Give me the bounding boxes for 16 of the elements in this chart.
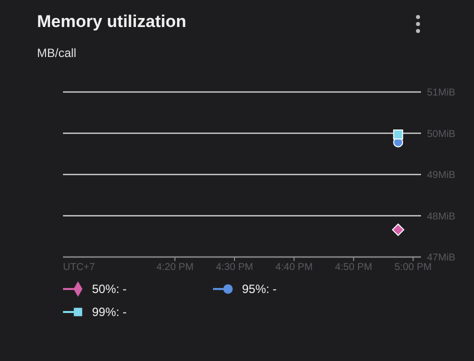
- y-tick-label: 48MiB: [427, 211, 456, 222]
- x-tick-label: 5:00 PM: [394, 262, 432, 273]
- y-tick-label: 51MiB: [427, 88, 456, 98]
- chart-title: Memory utilization: [37, 12, 186, 31]
- y-tick-label: 47MiB: [427, 252, 456, 264]
- y-tick-label: 50MiB: [427, 128, 456, 140]
- x-tick-label: 4:50 PM: [334, 262, 372, 273]
- x-tick-label: 4:40 PM: [275, 262, 313, 273]
- x-tick-label: 4:20 PM: [156, 262, 194, 273]
- text: UTC+7: [63, 262, 96, 273]
- y-tick-label: 49MiB: [427, 170, 456, 181]
- legend-label: 50%: -: [92, 282, 127, 296]
- legend-label: 95%: -: [242, 282, 277, 296]
- y-axis-title: MB/call: [37, 46, 76, 60]
- legend-label: 99%: -: [92, 305, 127, 320]
- x-tick-label: 4:30 PM: [216, 262, 254, 273]
